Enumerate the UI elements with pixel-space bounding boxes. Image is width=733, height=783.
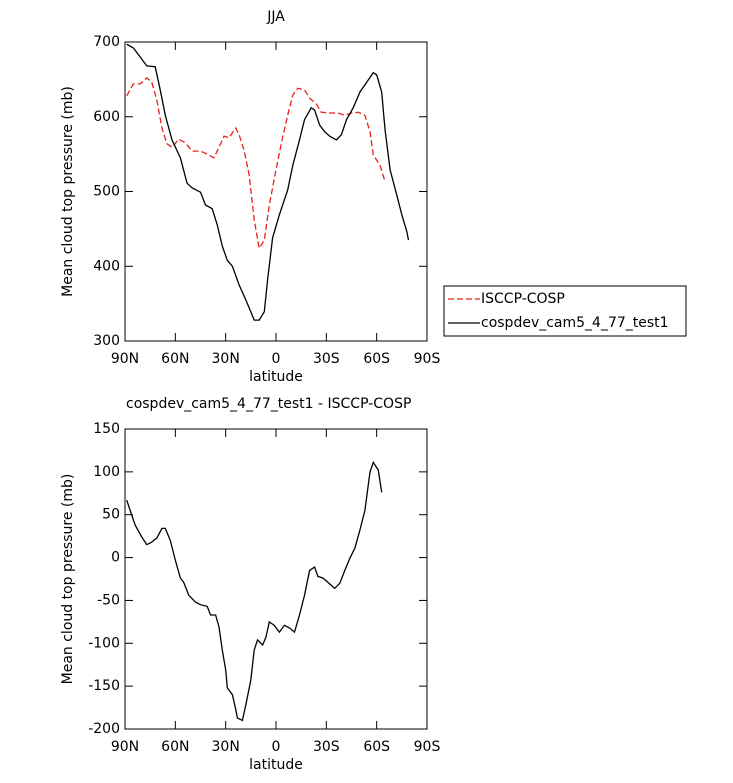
y-tick-label: -200: [88, 721, 120, 737]
y-tick-label: -100: [88, 635, 120, 651]
y-tick-label: 150: [93, 421, 120, 437]
x-axis-label: latitude: [249, 757, 303, 773]
x-tick-label: 90N: [111, 351, 139, 367]
y-axis-label: Mean cloud top pressure (mb): [60, 86, 76, 297]
x-tick-label: 30N: [212, 351, 240, 367]
y-tick-label: 300: [93, 333, 120, 349]
legend-label: ISCCP-COSP: [481, 291, 565, 307]
y-axis-label: Mean cloud top pressure (mb): [60, 474, 76, 685]
x-tick-label: 30N: [212, 739, 240, 755]
y-tick-label: 600: [93, 109, 120, 125]
y-tick-label: 400: [93, 258, 120, 274]
plot-frame: [124, 41, 428, 342]
y-tick-label: 500: [93, 184, 120, 200]
x-tick-label: 90S: [414, 739, 441, 755]
y-tick-label: -50: [97, 592, 120, 608]
chart-title: cospdev_cam5_4_77_test1 - ISCCP-COSP: [126, 396, 411, 412]
legend-label: cospdev_cam5_4_77_test1: [481, 315, 669, 331]
x-tick-label: 60N: [161, 351, 189, 367]
x-tick-label: 0: [272, 351, 281, 367]
y-tick-label: 0: [111, 550, 120, 566]
x-tick-label: 90N: [111, 739, 139, 755]
chart-title: JJA: [266, 9, 285, 25]
x-tick-label: 30S: [313, 739, 340, 755]
y-tick-label: 100: [93, 464, 120, 480]
y-tick-label: 50: [102, 507, 120, 523]
data-line: [126, 43, 410, 321]
x-tick-label: 60S: [363, 351, 390, 367]
y-tick-label: -150: [88, 678, 120, 694]
x-tick-label: 0: [272, 739, 281, 755]
x-tick-label: 30S: [313, 351, 340, 367]
x-tick-label: 60N: [161, 739, 189, 755]
y-tick-label: 700: [93, 34, 120, 50]
plot-frame: [124, 428, 428, 730]
legend-box: [443, 285, 687, 337]
x-tick-label: 90S: [414, 351, 441, 367]
data-line: [126, 460, 383, 722]
x-tick-label: 60S: [363, 739, 390, 755]
data-line: [126, 77, 386, 251]
x-axis-label: latitude: [249, 369, 303, 385]
